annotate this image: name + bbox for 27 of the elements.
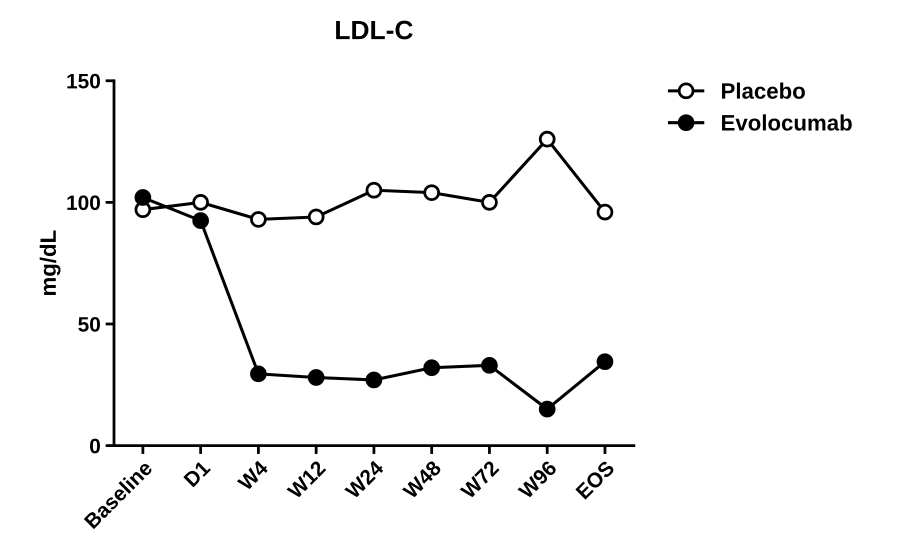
y-axis-title: mg/dL xyxy=(40,230,60,296)
point xyxy=(596,353,614,370)
legend-label: Placebo xyxy=(722,82,805,99)
point xyxy=(481,357,498,374)
point xyxy=(250,366,267,382)
point xyxy=(134,189,152,206)
point xyxy=(481,194,498,211)
point xyxy=(192,194,209,211)
point xyxy=(538,400,556,418)
y-tick-label: 50 xyxy=(78,316,100,332)
x-tick-label: D1 xyxy=(183,460,211,488)
point xyxy=(366,372,382,388)
point xyxy=(192,212,209,229)
x-tick-label: W4 xyxy=(236,459,269,492)
y-tick-label: 150 xyxy=(67,74,100,89)
point xyxy=(596,204,614,220)
point xyxy=(423,184,440,201)
point xyxy=(366,182,382,199)
point xyxy=(308,369,324,386)
point xyxy=(250,211,267,228)
chart-title: LDL-C xyxy=(336,20,413,40)
point xyxy=(423,359,440,376)
legend-label: Evolocumab xyxy=(722,114,852,131)
y-tick-label: 0 xyxy=(90,438,100,454)
point xyxy=(308,208,324,226)
point xyxy=(538,130,556,148)
y-tick-label: 100 xyxy=(67,195,100,210)
